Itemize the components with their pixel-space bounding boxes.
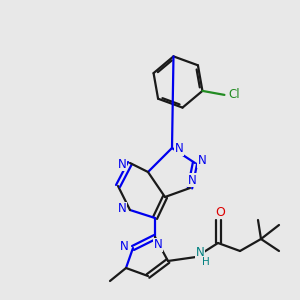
Text: O: O xyxy=(215,206,225,218)
Text: N: N xyxy=(198,154,206,167)
Text: H: H xyxy=(202,257,210,267)
Text: N: N xyxy=(120,239,128,253)
Text: Cl: Cl xyxy=(229,88,240,101)
Text: N: N xyxy=(175,142,183,155)
Text: N: N xyxy=(118,158,126,170)
Text: N: N xyxy=(118,202,126,215)
Text: N: N xyxy=(188,173,196,187)
Text: N: N xyxy=(196,247,204,260)
Text: N: N xyxy=(154,238,162,251)
